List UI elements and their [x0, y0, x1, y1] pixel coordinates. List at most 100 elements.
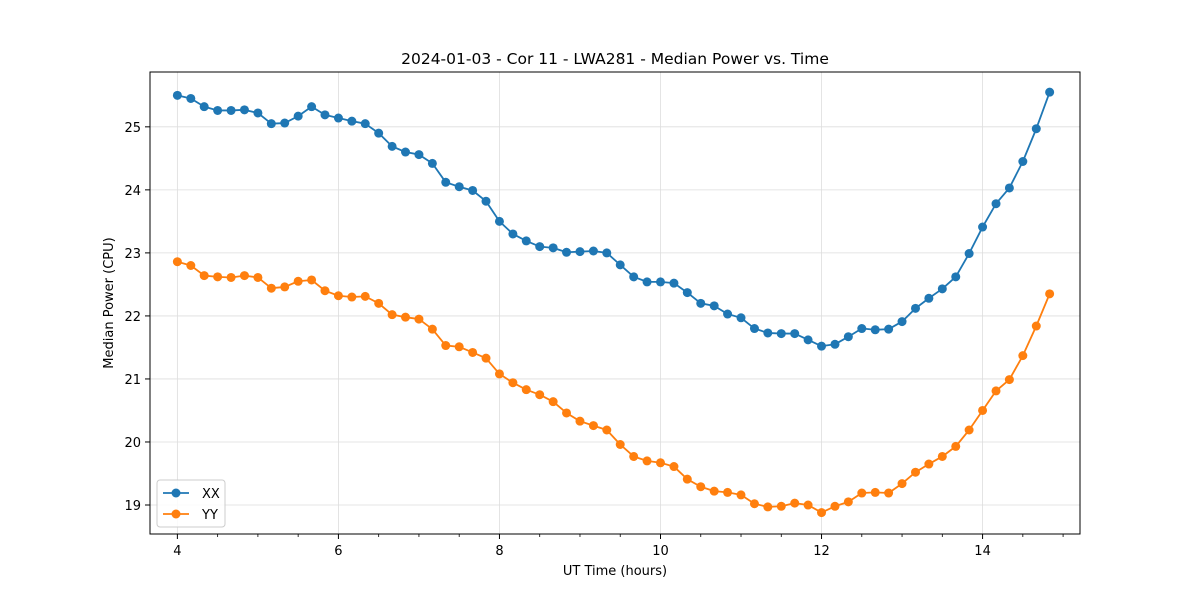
data-point-yy [857, 488, 867, 498]
data-point-xx [736, 313, 746, 323]
data-point-xx [333, 113, 343, 123]
legend-entry-xx: XX [163, 487, 220, 502]
data-point-xx [468, 185, 478, 195]
data-point-yy [535, 390, 545, 400]
data-point-yy [508, 378, 518, 388]
data-point-yy [1004, 375, 1014, 385]
data-point-yy [266, 283, 276, 293]
data-point-xx [817, 341, 827, 351]
data-point-yy [360, 291, 370, 301]
data-point-yy [803, 500, 813, 510]
data-point-yy [709, 486, 719, 496]
data-point-xx [266, 119, 276, 129]
y-tick-label: 19 [124, 499, 141, 514]
data-point-xx [749, 324, 759, 334]
data-point-xx [884, 324, 894, 334]
data-point-xx [307, 102, 317, 112]
grid [150, 72, 1080, 534]
data-point-xx [655, 277, 665, 287]
data-point-xx [803, 335, 813, 345]
data-point-yy [427, 324, 437, 334]
series-yy [172, 257, 1055, 518]
data-point-yy [991, 386, 1001, 396]
data-point-yy [763, 502, 773, 512]
legend-entry-yy: YY [163, 508, 218, 523]
data-point-yy [884, 488, 894, 498]
data-point-yy [696, 482, 706, 492]
data-point-yy [320, 286, 330, 296]
data-point-yy [307, 275, 317, 285]
series-layer [172, 87, 1055, 518]
x-tick-label: 12 [813, 544, 830, 559]
y-tick-label: 23 [124, 247, 141, 262]
data-point-xx [494, 216, 504, 226]
data-point-xx [696, 298, 706, 308]
data-point-yy [400, 312, 410, 322]
data-point-xx [508, 229, 518, 239]
data-point-yy [736, 490, 746, 500]
data-point-xx [454, 182, 464, 192]
x-tick-label: 6 [334, 544, 342, 559]
data-point-xx [1045, 87, 1055, 97]
data-point-xx [1031, 124, 1041, 134]
data-point-yy [226, 272, 236, 282]
data-point-yy [548, 397, 558, 407]
data-point-yy [468, 347, 478, 357]
data-point-yy [239, 271, 249, 281]
data-point-yy [454, 342, 464, 352]
data-point-xx [293, 111, 303, 121]
data-point-yy [333, 291, 343, 301]
data-point-yy [1018, 351, 1028, 361]
data-point-yy [723, 487, 733, 497]
data-point-yy [669, 462, 679, 472]
x-tick-label: 4 [173, 544, 181, 559]
data-point-xx [562, 247, 572, 257]
data-point-yy [374, 298, 384, 308]
data-point-yy [682, 474, 692, 484]
data-point-yy [280, 282, 290, 292]
data-point-xx [629, 272, 639, 282]
data-point-xx [924, 293, 934, 303]
data-point-xx [937, 284, 947, 294]
data-point-xx [763, 328, 773, 338]
data-point-yy [494, 369, 504, 379]
data-point-xx [521, 236, 531, 246]
data-point-yy [615, 440, 625, 449]
data-point-yy [790, 498, 800, 508]
data-point-yy [937, 451, 947, 461]
legend-marker-yy [171, 509, 181, 519]
data-point-yy [172, 257, 182, 267]
data-point-xx [575, 247, 585, 257]
data-point-xx [790, 329, 800, 339]
data-point-xx [481, 196, 491, 206]
data-point-xx [642, 277, 652, 287]
data-point-xx [870, 325, 880, 335]
data-point-xx [374, 128, 384, 138]
series-xx [172, 87, 1055, 351]
data-point-xx [588, 246, 598, 256]
data-point-xx [709, 301, 719, 311]
data-point-yy [655, 458, 665, 468]
data-point-yy [387, 310, 397, 320]
data-point-xx [441, 177, 451, 187]
legend-label-yy: YY [201, 508, 218, 523]
data-point-xx [1018, 157, 1028, 166]
data-point-yy [293, 276, 303, 286]
data-point-xx [669, 278, 679, 288]
legend-marker-xx [171, 488, 181, 498]
data-point-yy [414, 314, 424, 324]
x-tick-label: 8 [495, 544, 503, 559]
data-point-xx [991, 199, 1001, 209]
data-point-xx [830, 339, 840, 349]
data-point-xx [213, 105, 223, 115]
data-point-yy [951, 441, 961, 451]
data-point-yy [213, 272, 223, 282]
data-point-xx [964, 249, 974, 259]
data-point-yy [924, 459, 934, 469]
data-point-yy [817, 508, 827, 518]
data-point-xx [843, 332, 853, 342]
chart-title: 2024-01-03 - Cor 11 - LWA281 - Median Po… [401, 50, 829, 68]
data-point-xx [1004, 183, 1014, 193]
data-point-yy [843, 497, 853, 507]
